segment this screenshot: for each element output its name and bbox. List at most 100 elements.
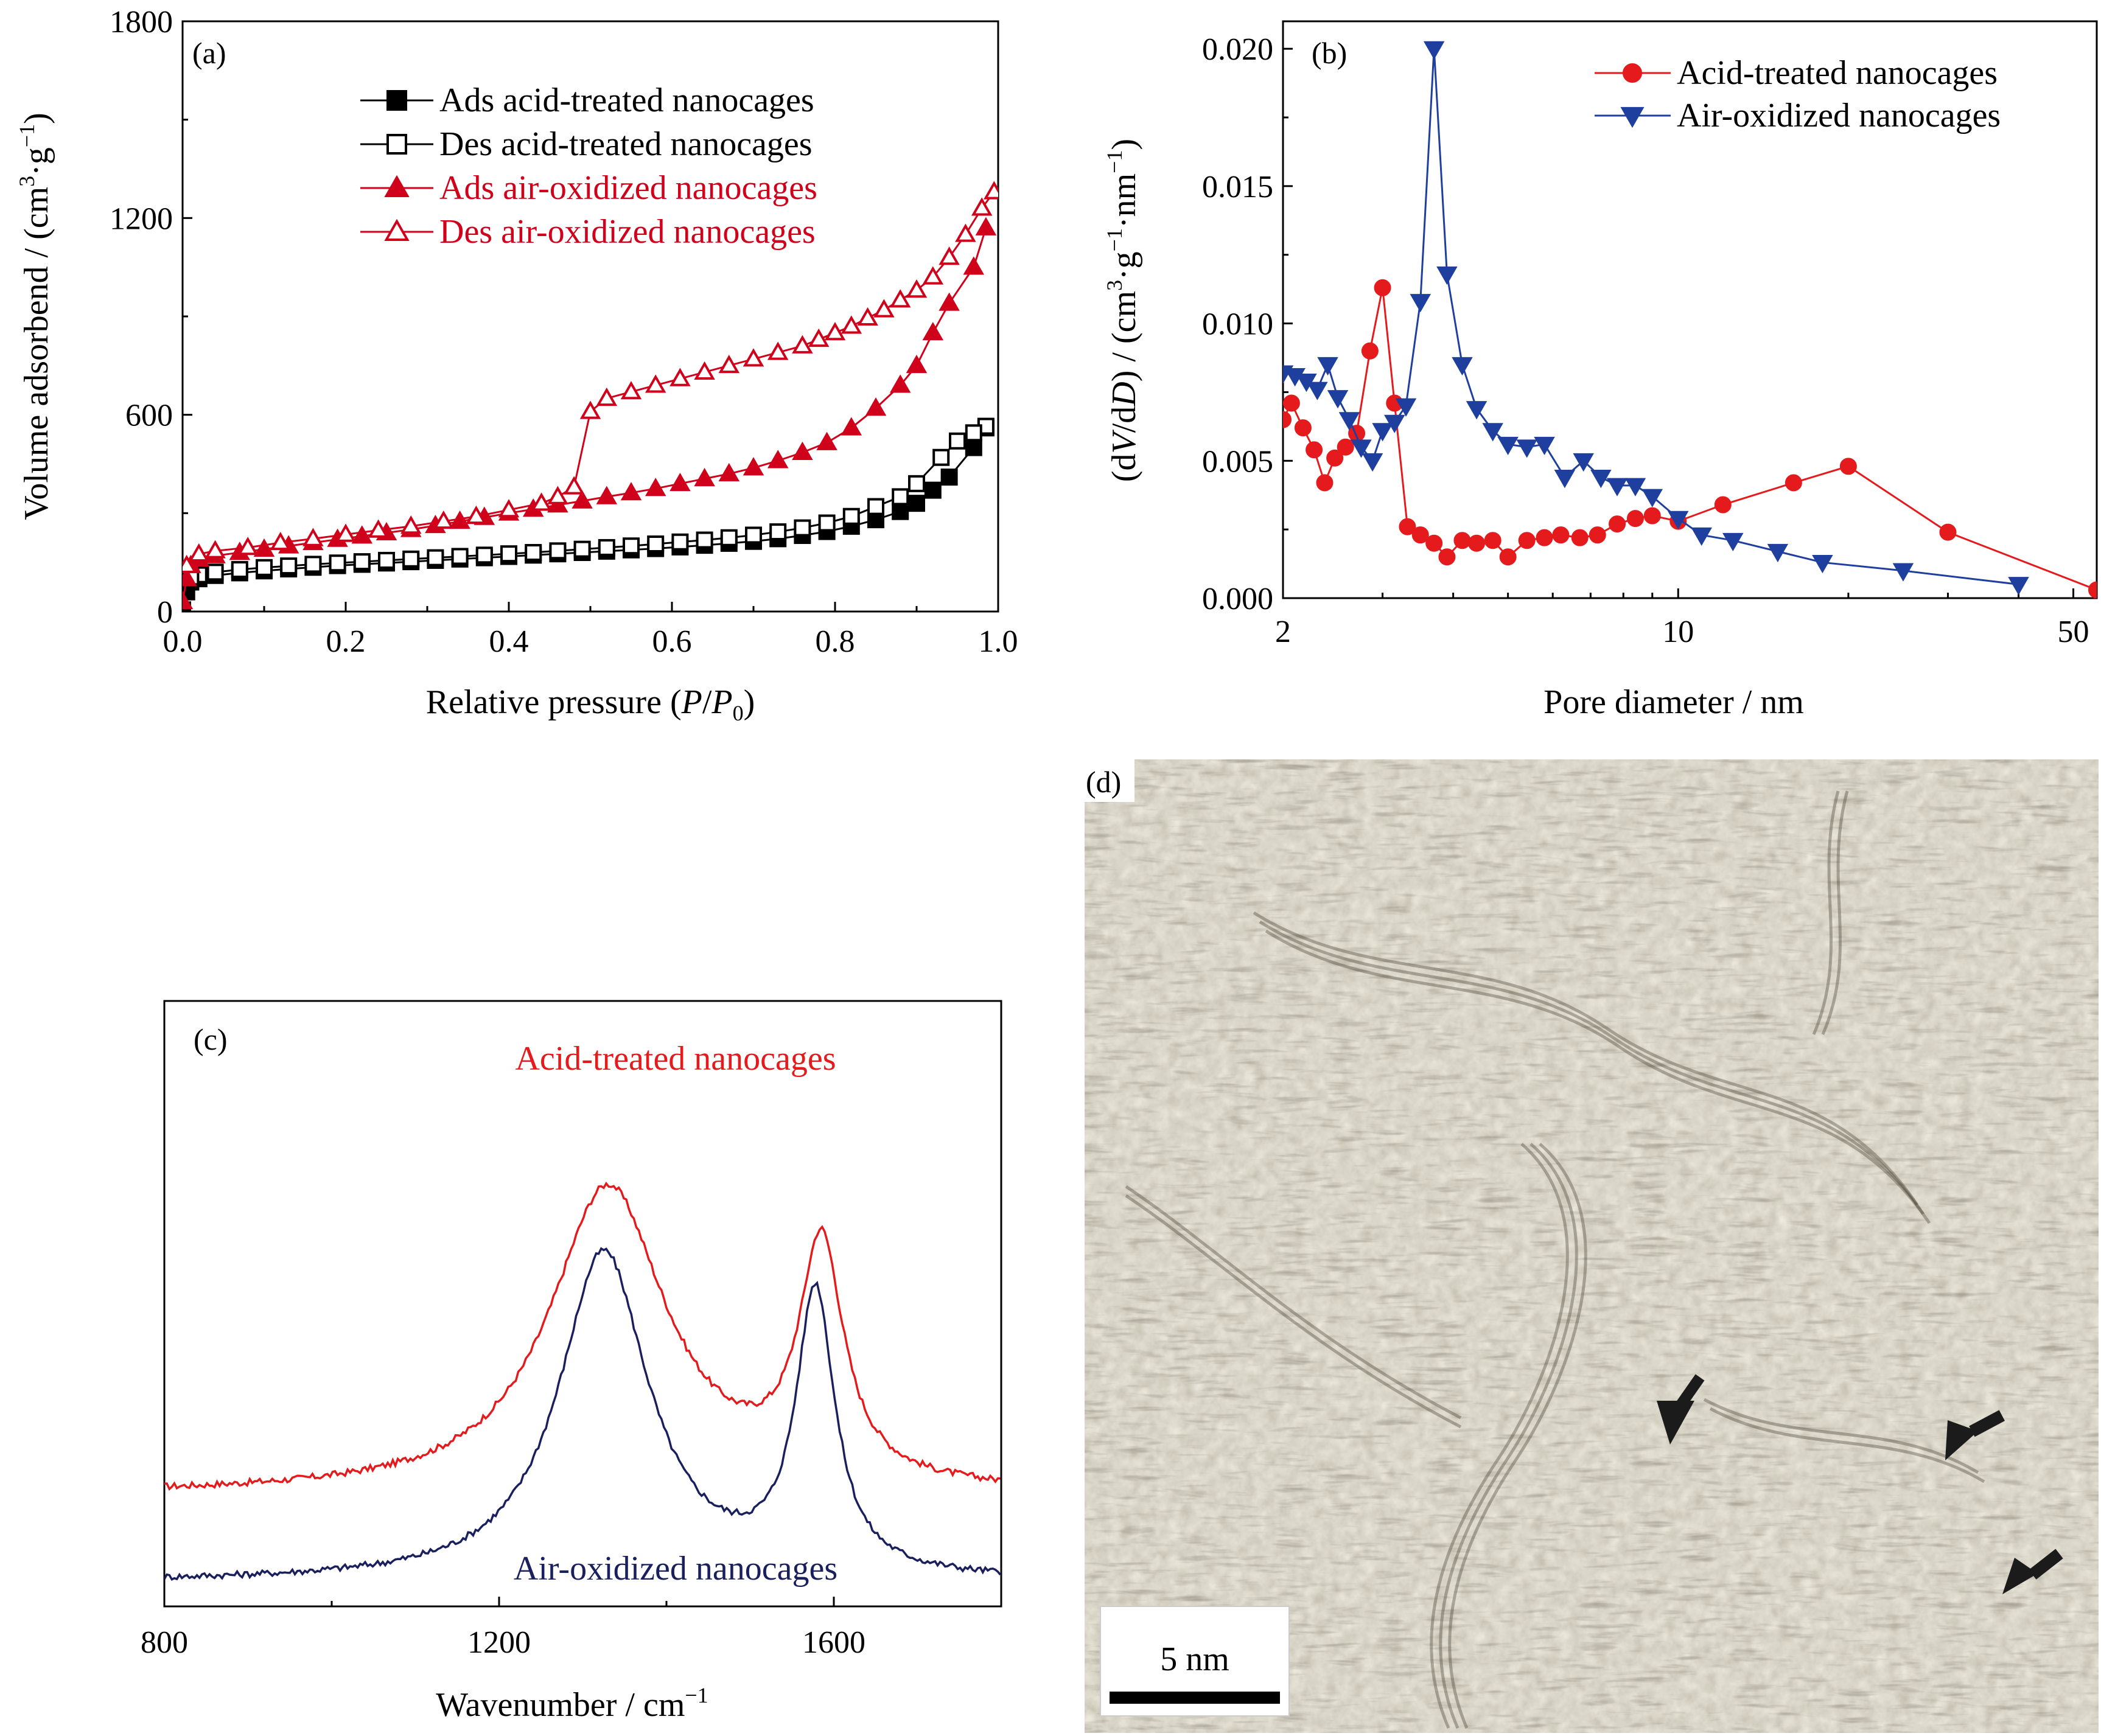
- a-point: [889, 289, 911, 308]
- a-point: [745, 526, 762, 544]
- panel-b-xlabel: Pore diameter / nm: [1543, 683, 1804, 721]
- a-series-0: [183, 419, 995, 612]
- a-point: [984, 181, 998, 200]
- panel-b-label: (b): [1312, 36, 1347, 70]
- panel-c-series-label-acid: Acid-treated nanocages: [515, 1040, 836, 1078]
- b-legend-marker: [1623, 63, 1642, 83]
- b-point: [1425, 534, 1443, 552]
- a-legend-label: Ads acid-treated nanocages: [439, 82, 814, 119]
- b-point: [1438, 548, 1456, 566]
- tem-arrow-2: [1945, 1410, 2005, 1460]
- a-point: [563, 476, 585, 495]
- a-point: [253, 538, 275, 557]
- a-point: [353, 553, 371, 571]
- a-point: [302, 528, 324, 546]
- b-point: [1468, 534, 1486, 552]
- panel-c-series-label-air: Air-oxidized nanocages: [514, 1550, 837, 1588]
- a-point: [183, 554, 197, 573]
- a-point: [498, 499, 520, 518]
- a-point: [922, 266, 944, 285]
- a-legend-label: Des acid-treated nanocages: [439, 125, 813, 163]
- a-point: [378, 551, 395, 569]
- a-xtick-label: 1.0: [979, 624, 1018, 659]
- b-point: [2008, 577, 2029, 596]
- panel-c-frame: [163, 1000, 1002, 1608]
- a-point: [889, 374, 911, 393]
- a-point: [965, 439, 982, 456]
- a-point: [620, 381, 642, 400]
- a-xtick-label: 0.6: [652, 624, 692, 659]
- a-point: [949, 432, 966, 450]
- a-point: [669, 473, 691, 492]
- b-point: [1767, 543, 1789, 563]
- b-point: [1499, 548, 1517, 566]
- a-point: [841, 315, 862, 334]
- c-spectrum-1: [164, 1247, 1001, 1581]
- a-point: [475, 546, 493, 564]
- a-point: [955, 223, 976, 242]
- a-ytick-label: 0: [157, 595, 173, 630]
- b-point: [1484, 532, 1501, 549]
- b-point: [1590, 470, 1612, 489]
- a-point: [335, 523, 357, 542]
- a-point: [206, 563, 224, 581]
- a-legend-label: Des air-oxidized nanocages: [439, 213, 816, 251]
- a-point: [769, 523, 787, 541]
- panel-c-label: (c): [194, 1022, 228, 1056]
- a-point: [720, 529, 738, 546]
- b-point: [1337, 438, 1354, 456]
- panel-c-xlabel: Wavenumber / cm−1: [436, 1683, 708, 1724]
- b-ytick-label: 0.010: [1202, 307, 1273, 342]
- a-point: [525, 544, 542, 561]
- b-legend-marker: [1620, 106, 1645, 128]
- b-point: [1641, 489, 1663, 507]
- a-xtick-label: 0.2: [326, 624, 366, 659]
- c-xtick-label: 800: [141, 1625, 188, 1660]
- b-point: [1374, 279, 1391, 296]
- b-point: [1326, 449, 1344, 467]
- b-point: [1839, 458, 1857, 475]
- tem-graphitic-shells: [1125, 790, 1985, 1729]
- b-point: [1624, 478, 1646, 497]
- a-point: [647, 535, 665, 553]
- panel-b-frame: [1282, 20, 2098, 599]
- a-point: [183, 568, 197, 587]
- b-point: [1554, 470, 1576, 489]
- a-point: [645, 478, 666, 497]
- a-point: [867, 498, 884, 515]
- a-point: [906, 279, 928, 298]
- a-point: [237, 537, 259, 556]
- b-point: [1516, 439, 1537, 458]
- b-point: [2088, 581, 2097, 598]
- panel-a-legend: Ads acid-treated nanocages Des acid-treat…: [360, 82, 817, 251]
- tem-arrow-3: [2002, 1549, 2063, 1594]
- a-point: [939, 246, 960, 265]
- a-point: [857, 307, 878, 326]
- a-point: [940, 469, 958, 486]
- b-point: [1643, 507, 1661, 525]
- a-series-line: [183, 427, 987, 610]
- panel-b-ylabel: (dV/dD) / (cm3·g−1·nm−1): [1102, 139, 1143, 482]
- a-point: [620, 482, 642, 501]
- panel-d-label-bg: [1085, 759, 1134, 802]
- b-point: [1436, 266, 1458, 285]
- b-legend-label: Air-oxidized nanocages: [1677, 97, 2001, 134]
- a-point: [792, 335, 813, 354]
- a-point: [451, 548, 469, 565]
- scale-bar: [1110, 1692, 1280, 1704]
- b-point: [1518, 532, 1536, 549]
- a-point: [573, 540, 591, 558]
- a-point: [270, 532, 292, 551]
- a-point: [865, 397, 887, 416]
- a-point: [433, 510, 455, 529]
- a-point: [531, 492, 552, 511]
- b-point: [1691, 527, 1712, 546]
- tem-arrow-1: [1657, 1374, 1705, 1445]
- a-point: [975, 217, 997, 235]
- a-point: [841, 417, 862, 436]
- a-point: [205, 540, 226, 559]
- b-point: [1536, 529, 1553, 546]
- b-point: [1571, 529, 1589, 546]
- b-point: [1410, 294, 1432, 313]
- a-ytick-label: 1800: [110, 5, 173, 40]
